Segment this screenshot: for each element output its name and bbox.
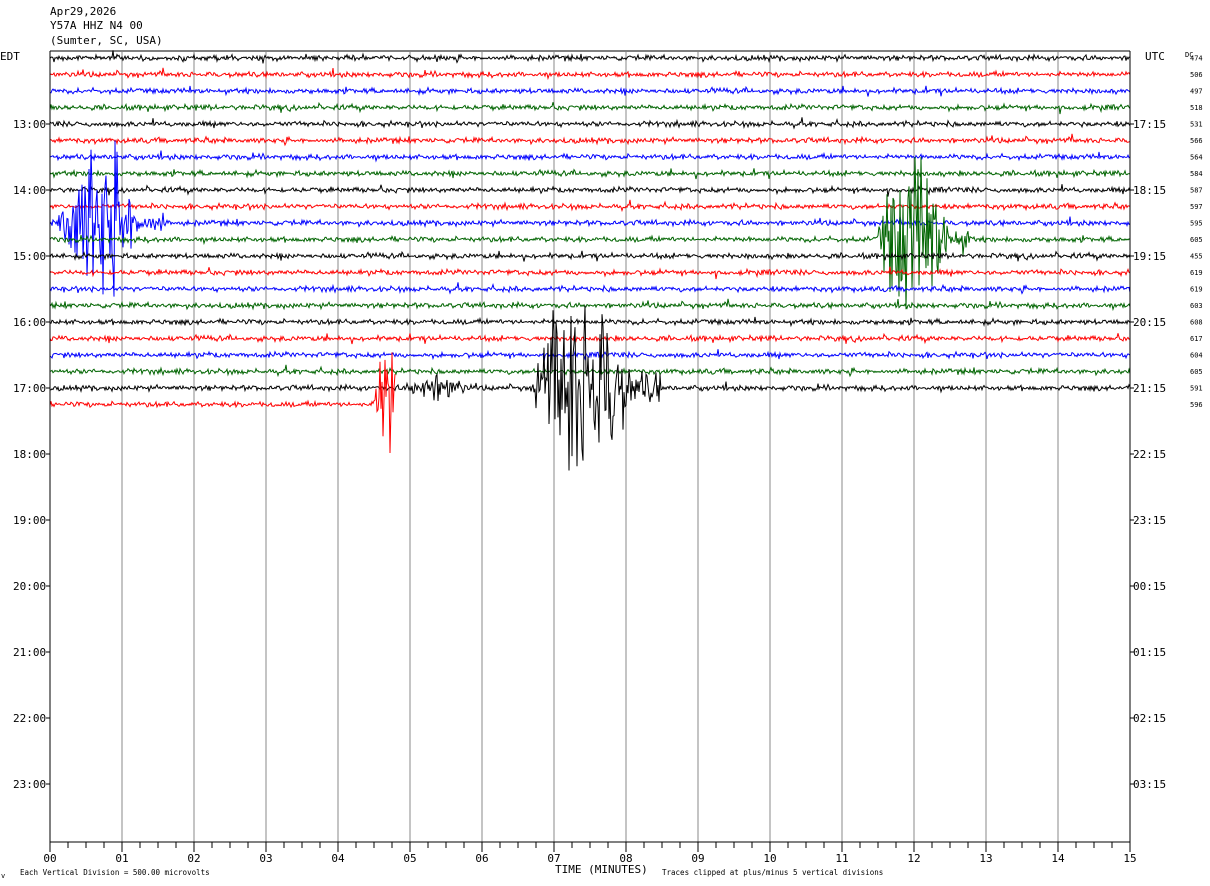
trace-line	[49, 150, 1131, 163]
right-hour-label: 19:15	[1133, 250, 1166, 263]
trace-line	[49, 50, 1131, 64]
trace-line	[49, 184, 1131, 197]
trace-line	[49, 316, 1131, 328]
x-tick-label: 00	[43, 852, 56, 865]
x-tick-label: 15	[1123, 852, 1136, 865]
dc-offset-label: 566	[1190, 137, 1203, 145]
dc-offset-label: 596	[1190, 401, 1203, 409]
trace-line	[49, 352, 396, 454]
axis-frame	[46, 50, 1134, 852]
right-hour-label: 02:15	[1133, 712, 1166, 725]
left-hour-label: 20:00	[13, 580, 46, 593]
dc-offset-label: 605	[1190, 368, 1203, 376]
dc-offset-label: 597	[1190, 203, 1203, 211]
trace-line	[49, 101, 1131, 115]
x-tick-label: 03	[259, 852, 272, 865]
right-hour-label: 01:15	[1133, 646, 1166, 659]
right-hour-label: 00:15	[1133, 580, 1166, 593]
x-tick-label: 08	[619, 852, 632, 865]
dc-offset-label: 584	[1190, 170, 1203, 178]
x-tick-label: 05	[403, 852, 416, 865]
left-hour-label: 23:00	[13, 778, 46, 791]
right-timezone-label: UTC	[1145, 50, 1165, 63]
trace-line	[49, 85, 1131, 97]
left-hour-label: 18:00	[13, 448, 46, 461]
trace-line	[49, 67, 1131, 81]
x-tick-label: 07	[547, 852, 560, 865]
trace-line	[49, 305, 1131, 471]
trace-line	[49, 266, 1131, 280]
x-tick-label: 11	[835, 852, 848, 865]
right-hour-label: 22:15	[1133, 448, 1166, 461]
trace-lines	[49, 50, 1131, 471]
trace-line	[49, 364, 1131, 378]
dc-offset-label: 474	[1190, 55, 1203, 63]
trace-line	[49, 140, 1131, 297]
x-tick-label: 02	[187, 852, 200, 865]
left-hour-label: 13:00	[13, 118, 46, 131]
left-timezone-label: EDT	[0, 50, 20, 63]
dc-offset-label: 497	[1190, 88, 1203, 96]
right-hour-label: 21:15	[1133, 382, 1166, 395]
dc-offset-label: 531	[1190, 121, 1203, 129]
trace-line	[49, 349, 1131, 362]
right-hour-label: 20:15	[1133, 316, 1166, 329]
dc-offset-label: 603	[1190, 302, 1203, 310]
trace-line	[49, 156, 1131, 310]
trace-line	[49, 282, 1131, 295]
trace-line	[49, 298, 1131, 312]
x-tick-label: 04	[331, 852, 345, 865]
dc-offset-label: 619	[1190, 269, 1203, 277]
dc-offset-label: 455	[1190, 253, 1203, 261]
location-label: (Sumter, SC, USA)	[50, 34, 163, 47]
dc-offset-label: 617	[1190, 335, 1203, 343]
left-hour-label: 21:00	[13, 646, 46, 659]
trace-line	[49, 199, 1131, 213]
trace-line	[49, 168, 1131, 180]
dc-offset-label: 518	[1190, 104, 1203, 112]
x-tick-label: 09	[691, 852, 704, 865]
x-tick-label: 06	[475, 852, 488, 865]
trace-line	[49, 332, 1131, 345]
scale-note: Each Vertical Division = 500.00 microvol…	[20, 868, 210, 877]
dc-offset-label: 619	[1190, 286, 1203, 294]
left-hour-label: 19:00	[13, 514, 46, 527]
trace-line	[49, 250, 1131, 262]
dc-offset-label: 506	[1190, 71, 1203, 79]
dc-offset-label: 591	[1190, 385, 1203, 393]
right-hour-label: 23:15	[1133, 514, 1166, 527]
x-axis-title: TIME (MINUTES)	[555, 863, 648, 876]
right-hour-label: 17:15	[1133, 118, 1166, 131]
date-label: Apr29,2026	[50, 5, 116, 18]
right-hour-label: 03:15	[1133, 778, 1166, 791]
x-tick-label: 01	[115, 852, 128, 865]
x-tick-label: 12	[907, 852, 920, 865]
clip-note: Traces clipped at plus/minus 5 vertical …	[662, 868, 883, 877]
left-hour-label: 22:00	[13, 712, 46, 725]
dc-offset-label: 604	[1190, 352, 1203, 360]
trace-line	[49, 133, 1131, 147]
x-tick-label: 14	[1051, 852, 1065, 865]
dc-offset-label: 595	[1190, 220, 1203, 228]
left-hour-label: 16:00	[13, 316, 46, 329]
x-tick-label: 10	[763, 852, 776, 865]
dc-offset-label: 587	[1190, 187, 1203, 195]
station-label: Y57A HHZ N4 00	[50, 19, 143, 32]
dc-offset-label: 608	[1190, 319, 1203, 327]
axis-labels: 474 506 497 518 531 566 564 584 587 597 595 605 455 6…	[13, 55, 1203, 866]
left-hour-label: 15:00	[13, 250, 46, 263]
trace-line	[49, 117, 1131, 130]
dc-offset-label: 605	[1190, 236, 1203, 244]
left-hour-label: 17:00	[13, 382, 46, 395]
left-hour-label: 14:00	[13, 184, 46, 197]
dc-label: DC	[1185, 51, 1193, 59]
dc-offset-label: 564	[1190, 154, 1203, 162]
right-hour-label: 18:15	[1133, 184, 1166, 197]
x-tick-label: 13	[979, 852, 992, 865]
corner-mark: v	[1, 872, 5, 880]
